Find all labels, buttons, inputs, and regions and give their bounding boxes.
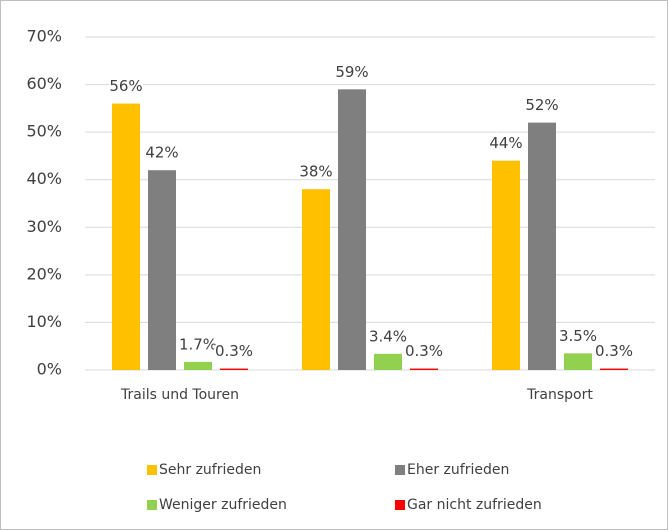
value-label: 0.3% xyxy=(405,342,443,360)
legend-label: Sehr zufrieden xyxy=(159,462,261,478)
bar xyxy=(528,122,556,370)
bar xyxy=(492,160,520,370)
value-label: 3.4% xyxy=(369,327,407,345)
y-tick-label: 10% xyxy=(26,312,62,331)
x-tick-label: Trails und Touren xyxy=(120,387,239,403)
value-label: 42% xyxy=(145,144,178,162)
bar xyxy=(148,170,176,370)
legend-swatch xyxy=(147,465,157,475)
bar xyxy=(220,368,248,370)
y-tick-label: 50% xyxy=(26,122,62,141)
value-label: 3.5% xyxy=(559,327,597,345)
y-tick-label: 60% xyxy=(26,74,62,93)
bar xyxy=(184,361,212,370)
bar xyxy=(600,368,628,370)
y-tick-label: 30% xyxy=(26,217,62,236)
legend-label: Eher zufrieden xyxy=(407,462,509,478)
x-tick-label: Transport xyxy=(526,387,593,403)
value-label: 0.3% xyxy=(595,342,633,360)
value-label: 59% xyxy=(335,63,368,81)
legend-swatch xyxy=(147,500,157,510)
legend-label: Gar nicht zufrieden xyxy=(407,497,542,513)
bar xyxy=(338,89,366,370)
value-label: 56% xyxy=(109,77,142,95)
value-label: 52% xyxy=(525,96,558,114)
bar xyxy=(302,189,330,370)
legend-label: Weniger zufrieden xyxy=(159,497,287,513)
y-tick-label: 70% xyxy=(26,27,62,46)
bar xyxy=(374,353,402,370)
bar xyxy=(410,368,438,370)
legend-swatch xyxy=(395,500,405,510)
value-label: 44% xyxy=(489,134,522,152)
value-label: 0.3% xyxy=(215,342,253,360)
y-tick-label: 40% xyxy=(26,169,62,188)
value-label: 1.7% xyxy=(179,335,217,353)
legend-swatch xyxy=(395,465,405,475)
bar xyxy=(112,103,140,370)
y-tick-label: 20% xyxy=(26,264,62,283)
value-label: 38% xyxy=(299,163,332,181)
bar xyxy=(564,353,592,370)
y-tick-label: 0% xyxy=(37,360,62,379)
